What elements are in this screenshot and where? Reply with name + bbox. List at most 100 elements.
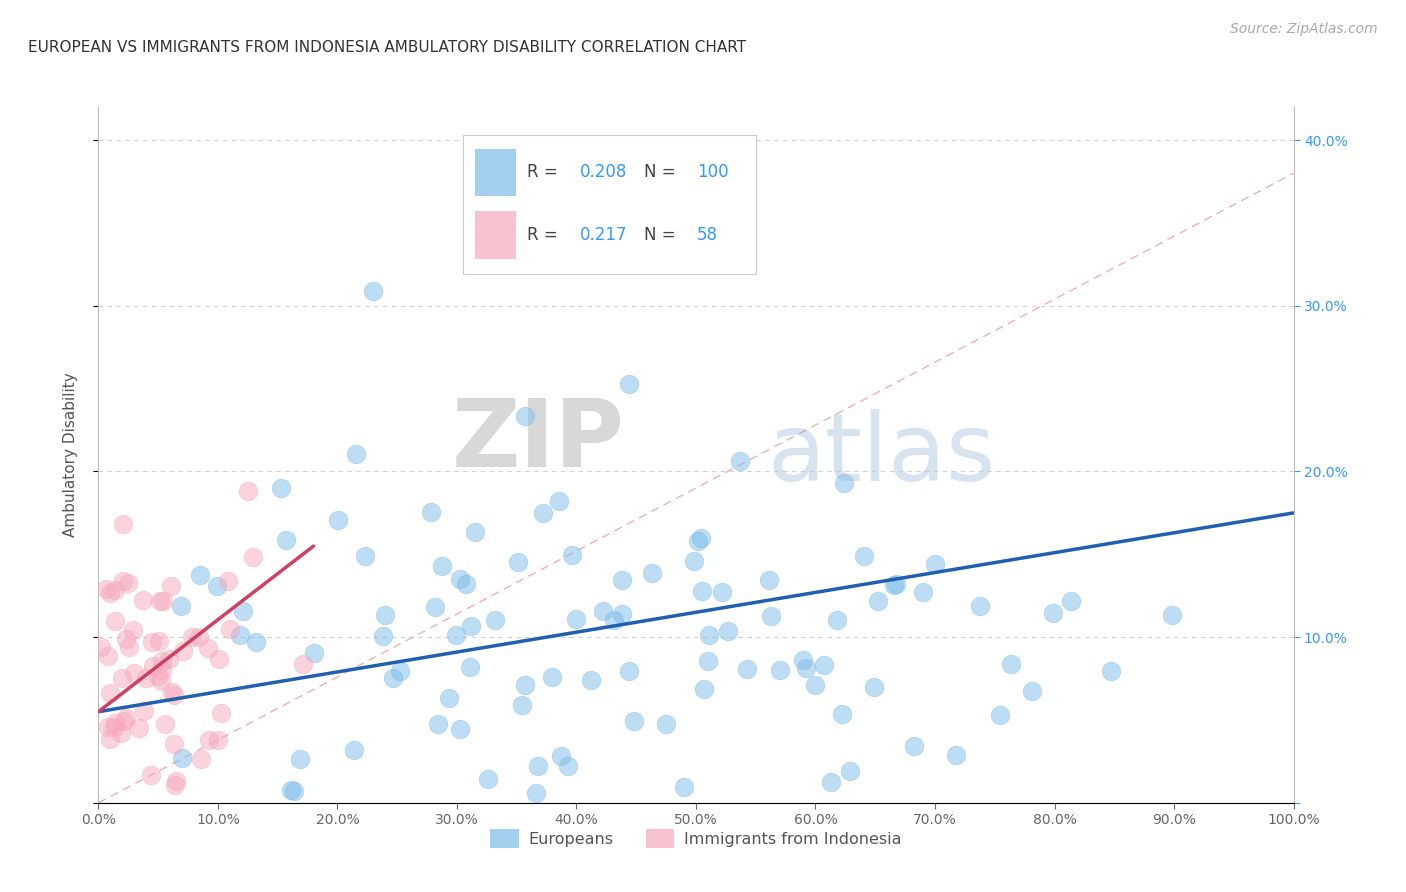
Point (682, 554, 704, 568)
Point (115, 632, 138, 647)
Point (217, 574, 239, 588)
Point (242, 550, 264, 565)
Text: Source: ZipAtlas.com: Source: ZipAtlas.com (1230, 22, 1378, 37)
Point (758, 573, 780, 587)
Point (302, 646, 325, 660)
Point (150, 654, 173, 668)
Point (804, 678, 827, 692)
Point (197, 640, 219, 655)
Point (363, 284, 385, 298)
Point (792, 653, 814, 667)
Point (231, 604, 253, 618)
Point (190, 751, 212, 765)
Point (425, 600, 447, 615)
Point (730, 454, 752, 468)
Point (353, 549, 375, 563)
Point (149, 594, 172, 608)
Point (696, 654, 718, 668)
Point (506, 555, 529, 569)
Point (283, 783, 305, 797)
Point (690, 583, 713, 598)
Point (796, 661, 818, 675)
Point (218, 623, 240, 637)
Point (692, 681, 714, 696)
Point (853, 549, 876, 564)
Point (188, 568, 211, 582)
Point (612, 573, 634, 587)
Point (427, 717, 450, 731)
Point (903, 739, 925, 753)
Point (825, 613, 848, 627)
Point (131, 593, 153, 607)
Text: ZIP: ZIP (451, 395, 624, 487)
Point (328, 513, 350, 527)
Point (118, 640, 141, 654)
Point (510, 698, 533, 712)
Point (513, 409, 536, 423)
Point (863, 680, 886, 694)
Point (290, 752, 312, 766)
Point (617, 665, 640, 679)
Point (617, 377, 640, 392)
Point (198, 732, 221, 747)
Point (515, 677, 537, 691)
Point (460, 618, 482, 632)
Point (134, 704, 156, 718)
Point (163, 737, 186, 751)
Point (883, 578, 905, 592)
Point (141, 767, 163, 781)
Text: atlas: atlas (768, 409, 995, 501)
Point (122, 665, 145, 680)
Point (737, 662, 759, 676)
Point (205, 579, 228, 593)
Point (117, 575, 139, 590)
Point (149, 674, 172, 689)
Point (374, 608, 396, 623)
Point (122, 624, 145, 638)
Point (344, 447, 367, 461)
Point (458, 659, 481, 673)
Text: EUROPEAN VS IMMIGRANTS FROM INDONESIA AMBULATORY DISABILITY CORRELATION CHART: EUROPEAN VS IMMIGRANTS FROM INDONESIA AM… (28, 40, 747, 55)
Point (449, 723, 471, 737)
Point (690, 531, 713, 545)
Point (717, 624, 740, 639)
Point (103, 720, 125, 734)
Point (163, 779, 186, 793)
Point (152, 594, 174, 608)
Point (160, 685, 183, 699)
Point (165, 774, 187, 789)
Point (813, 658, 835, 673)
Point (759, 609, 782, 624)
Point (533, 506, 555, 520)
Point (924, 557, 946, 571)
Point (157, 651, 180, 665)
Point (1042, 607, 1064, 621)
Point (229, 627, 252, 641)
Point (526, 759, 548, 773)
Point (170, 599, 193, 613)
Point (104, 614, 127, 628)
Point (697, 628, 720, 642)
Point (114, 711, 136, 725)
Y-axis label: Ambulatory Disability: Ambulatory Disability (63, 373, 77, 537)
Point (1000, 657, 1022, 671)
Point (911, 585, 934, 599)
Point (150, 664, 173, 678)
Point (641, 566, 664, 581)
Point (245, 634, 267, 648)
Point (238, 484, 260, 499)
Point (868, 594, 890, 608)
Point (477, 772, 499, 787)
Point (342, 743, 364, 757)
Point (110, 726, 132, 740)
Point (439, 691, 461, 706)
Point (550, 749, 572, 764)
Point (547, 494, 569, 508)
Point (969, 599, 991, 613)
Point (612, 607, 634, 622)
Point (579, 673, 602, 688)
Point (389, 664, 412, 678)
Point (673, 780, 696, 794)
Point (181, 630, 204, 644)
Point (1099, 664, 1122, 678)
